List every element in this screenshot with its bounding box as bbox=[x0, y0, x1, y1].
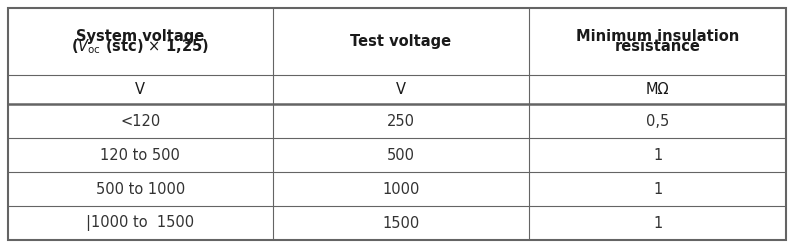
Text: <120: <120 bbox=[120, 114, 160, 129]
Text: |1000 to  1500: |1000 to 1500 bbox=[87, 215, 195, 231]
Text: System voltage: System voltage bbox=[76, 29, 204, 44]
Text: 1500: 1500 bbox=[382, 216, 419, 231]
Text: 500: 500 bbox=[387, 148, 415, 163]
Text: V: V bbox=[135, 82, 145, 97]
Text: 0,5: 0,5 bbox=[646, 114, 669, 129]
Text: 1000: 1000 bbox=[382, 182, 419, 197]
Text: 1: 1 bbox=[653, 216, 662, 231]
Text: 1: 1 bbox=[653, 148, 662, 163]
Text: 500 to 1000: 500 to 1000 bbox=[95, 182, 185, 197]
Text: resistance: resistance bbox=[615, 39, 700, 55]
Text: Minimum insulation: Minimum insulation bbox=[576, 29, 739, 44]
Text: 120 to 500: 120 to 500 bbox=[100, 148, 180, 163]
Text: 1: 1 bbox=[653, 182, 662, 197]
Text: Test voltage: Test voltage bbox=[350, 34, 452, 49]
Text: V: V bbox=[396, 82, 406, 97]
Text: 250: 250 bbox=[387, 114, 415, 129]
Text: ($V_{\mathrm{oc}}$ (stc) $\times$ 1,25): ($V_{\mathrm{oc}}$ (stc) $\times$ 1,25) bbox=[71, 38, 209, 56]
Text: MΩ: MΩ bbox=[646, 82, 669, 97]
